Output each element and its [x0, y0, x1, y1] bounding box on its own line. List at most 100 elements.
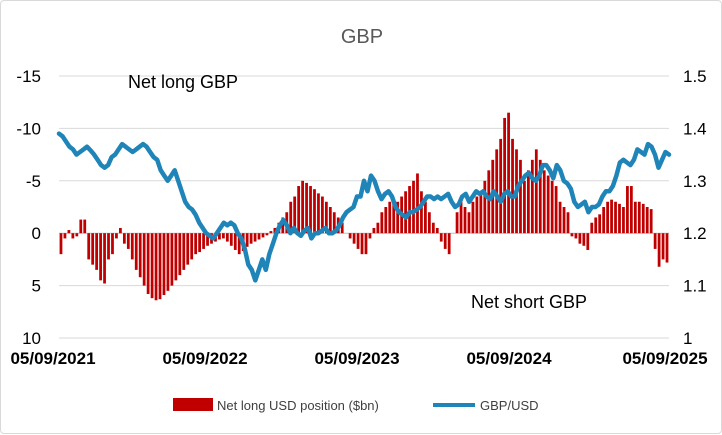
bar — [261, 233, 265, 238]
bar — [158, 233, 162, 300]
bar — [598, 214, 602, 234]
bar — [95, 233, 99, 270]
bar — [530, 159, 534, 234]
bar — [483, 180, 487, 234]
legend: Net long USD position ($bn) GBP/USD — [173, 398, 539, 413]
bar — [107, 233, 110, 260]
bar — [340, 222, 344, 234]
bar — [435, 227, 439, 234]
bar — [629, 186, 633, 234]
bar — [376, 222, 380, 234]
bar — [281, 217, 285, 234]
x-tick-label: 05/09/2021 — [10, 349, 95, 368]
bar — [297, 186, 301, 234]
bar — [455, 212, 459, 234]
x-axis-ticks: 05/09/2021 05/09/2022 05/09/2023 05/09/2024… — [10, 349, 707, 368]
bar — [420, 191, 423, 234]
bar — [142, 233, 146, 286]
bar — [91, 233, 95, 265]
bar — [523, 180, 526, 234]
bar — [649, 209, 653, 234]
x-tick-label: 05/09/2022 — [162, 349, 247, 368]
bar — [352, 233, 356, 244]
x-tick-label: 05/09/2024 — [466, 349, 552, 368]
bar — [178, 233, 182, 276]
gbpusd-line — [56, 131, 672, 283]
bar — [87, 233, 91, 260]
bar — [59, 233, 63, 255]
bar — [554, 186, 558, 234]
bar — [122, 233, 126, 244]
bar — [519, 159, 522, 234]
bar — [637, 201, 641, 234]
bar — [388, 201, 392, 234]
left-tick-label: -10 — [16, 119, 41, 138]
bar — [404, 191, 407, 234]
bar — [186, 233, 190, 265]
left-tick-label: 0 — [32, 224, 41, 243]
bar — [206, 233, 209, 246]
right-tick-label: 1.3 — [683, 172, 707, 191]
bar — [289, 201, 293, 234]
bar — [431, 222, 435, 234]
bar — [111, 233, 114, 255]
bar — [198, 233, 202, 253]
bar — [427, 212, 431, 234]
legend-label-line: GBP/USD — [480, 398, 539, 413]
legend-swatch-bar — [173, 398, 213, 411]
bar — [321, 196, 324, 234]
bar — [526, 170, 530, 234]
bar — [221, 233, 225, 239]
bar — [63, 233, 67, 239]
bar — [424, 201, 427, 234]
bar — [364, 233, 368, 255]
bar — [622, 207, 625, 234]
bar — [265, 233, 269, 236]
bar — [503, 117, 507, 234]
right-tick-label: 1.2 — [683, 224, 707, 243]
bar — [225, 233, 229, 242]
bar — [233, 233, 237, 250]
bar — [75, 233, 79, 237]
bar — [119, 227, 122, 234]
bar — [594, 217, 598, 234]
bar — [356, 233, 360, 249]
x-tick-label: 05/09/2023 — [314, 349, 399, 368]
bar — [269, 231, 273, 234]
right-axis-ticks: 1.5 1.4 1.3 1.2 1.1 1 — [683, 67, 707, 348]
bar — [459, 201, 463, 234]
bar — [439, 233, 443, 242]
bar — [479, 191, 483, 234]
bar — [641, 203, 645, 234]
bar — [463, 207, 467, 234]
bar — [570, 233, 574, 237]
chart-title: GBP — [341, 26, 383, 48]
bar — [582, 233, 586, 246]
bar — [324, 201, 328, 234]
bar — [150, 233, 154, 299]
bar — [384, 207, 388, 234]
bar — [507, 112, 510, 234]
bar — [249, 233, 253, 244]
bar — [416, 173, 419, 234]
bar — [170, 233, 174, 286]
bar — [447, 233, 451, 255]
bar — [661, 233, 665, 260]
bar — [487, 170, 491, 234]
bar — [618, 203, 621, 234]
bar — [194, 233, 198, 255]
bar — [590, 222, 594, 234]
bar — [174, 233, 178, 281]
bar — [190, 233, 194, 260]
bar — [396, 201, 400, 234]
bar — [301, 180, 304, 234]
bar — [273, 227, 277, 234]
bar — [237, 233, 241, 255]
bar — [348, 233, 352, 239]
bar — [293, 196, 297, 234]
bar — [162, 233, 166, 296]
bar — [626, 186, 629, 234]
bar — [71, 233, 75, 239]
bar — [443, 233, 447, 249]
